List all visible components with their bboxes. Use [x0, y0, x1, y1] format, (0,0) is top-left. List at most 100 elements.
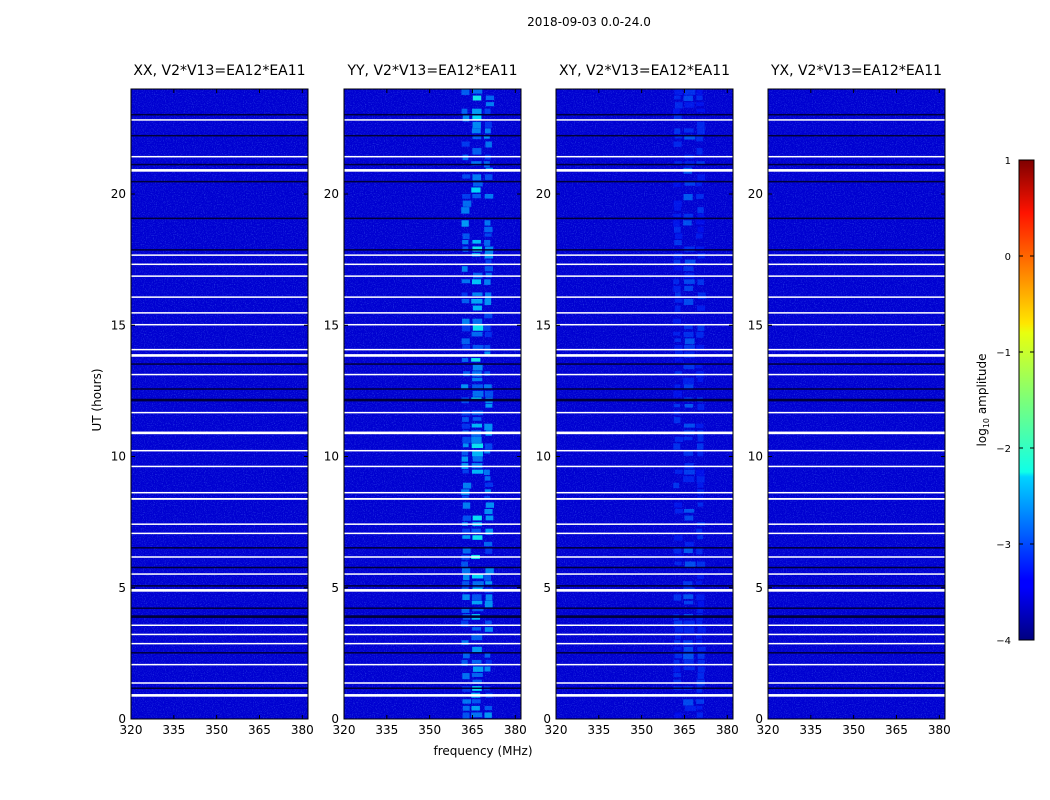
gap-row: [768, 523, 945, 525]
gap-row: [344, 532, 521, 535]
gap-row: [556, 556, 733, 558]
rfi-streak: [484, 705, 493, 711]
rfi-streak: [674, 161, 682, 165]
rfi-streak: [696, 640, 703, 645]
rfi-streak: [461, 640, 469, 645]
rfi-streak: [461, 279, 470, 284]
rfi-streak: [684, 541, 694, 547]
rfi-streak: [484, 712, 492, 718]
rfi-streak: [696, 89, 703, 96]
rfi-streak: [485, 581, 493, 585]
gap-row: [768, 532, 945, 535]
rfi-streak: [461, 108, 468, 114]
rfi-streak: [673, 200, 682, 208]
gap-row: [556, 312, 733, 314]
rfi-streak: [683, 220, 692, 226]
rfi-streak: [462, 482, 472, 489]
x-tick-label: 380: [504, 723, 527, 737]
rfi-streak: [674, 502, 683, 508]
rfi-streak: [471, 705, 480, 711]
rfi-streak: [484, 423, 493, 430]
rfi-streak: [683, 620, 695, 627]
rfi-streak: [675, 351, 683, 355]
rfi-streak: [461, 449, 469, 456]
rfi-streak: [683, 640, 693, 646]
rfi-streak: [471, 279, 482, 285]
rfi-streak: [684, 627, 695, 634]
dark-row: [768, 134, 945, 137]
colorbar-label-rest: amplitude: [975, 354, 989, 418]
rfi-streak: [673, 594, 682, 601]
rfi-streak: [485, 568, 494, 574]
rfi-streak: [484, 233, 492, 237]
rfi-streak: [461, 207, 470, 214]
panel-4: YX, V2*V13=EA12*EA11 320 335 350 365 380 0 5 10 1…: [748, 63, 951, 737]
dark-row: [556, 547, 733, 549]
rfi-streak: [696, 344, 705, 350]
gap-row: [556, 589, 733, 592]
dark-row: [131, 113, 308, 116]
dark-row: [344, 687, 521, 689]
gap-row: [344, 312, 521, 314]
dark-row: [344, 217, 521, 220]
rfi-streak: [485, 259, 492, 264]
dark-row: [556, 217, 733, 220]
rfi-streak: [674, 712, 682, 718]
gap-row: [344, 323, 521, 326]
dark-row: [131, 217, 308, 220]
rfi-streak: [673, 331, 681, 336]
dark-row: [344, 585, 521, 587]
rfi-streak: [684, 561, 696, 568]
rfi-streak: [683, 364, 695, 370]
rfi-streak: [684, 89, 696, 95]
rfi-streak: [674, 358, 683, 362]
y-tick-label: 15: [748, 318, 763, 332]
rfi-streak: [697, 128, 705, 135]
rfi-streak: [697, 226, 704, 233]
colorbar-label-log: log: [975, 428, 989, 446]
rfi-streak: [683, 594, 694, 599]
y-tick-label: 15: [111, 318, 126, 332]
rfi-streak: [697, 627, 706, 633]
gap-row: [556, 348, 733, 351]
rfi-streak: [674, 640, 681, 645]
rfi-streak: [697, 325, 705, 331]
rfi-streak: [462, 233, 470, 240]
rfi-streak: [697, 600, 705, 608]
dark-row: [556, 163, 733, 166]
rfi-streak: [461, 299, 470, 304]
gap-row: [131, 348, 308, 351]
gap-row: [556, 573, 733, 575]
rfi-streak: [696, 95, 703, 101]
gap-row: [768, 624, 945, 626]
x-tick-label: 335: [375, 723, 398, 737]
rfi-streak: [673, 646, 682, 651]
rfi-streak: [673, 318, 682, 324]
y-tick-label: 0: [755, 712, 763, 726]
rfi-streak: [683, 331, 694, 338]
dark-row: [556, 566, 733, 569]
rfi-streak: [461, 338, 470, 345]
rfi-streak: [674, 469, 683, 474]
rfi-streak: [484, 627, 493, 632]
y-tick-label: 10: [748, 450, 763, 464]
y-tick-label: 20: [536, 187, 551, 201]
rfi-streak: [674, 299, 683, 303]
rfi-streak: [462, 581, 470, 588]
dark-row: [131, 566, 308, 569]
gap-row: [556, 633, 733, 636]
rfi-streak: [472, 390, 484, 397]
rfi-streak: [696, 528, 703, 533]
dark-row: [344, 607, 521, 609]
gap-row: [556, 642, 733, 645]
dark-row: [768, 566, 945, 569]
gap-row: [768, 573, 945, 575]
rfi-streak: [673, 285, 681, 293]
gap-row: [556, 354, 733, 357]
gap-row: [344, 465, 521, 468]
rfi-streak: [472, 679, 482, 684]
rfi-streak: [484, 509, 493, 515]
rfi-streak: [463, 574, 470, 581]
rfi-streak: [697, 495, 704, 500]
dark-row: [556, 113, 733, 116]
